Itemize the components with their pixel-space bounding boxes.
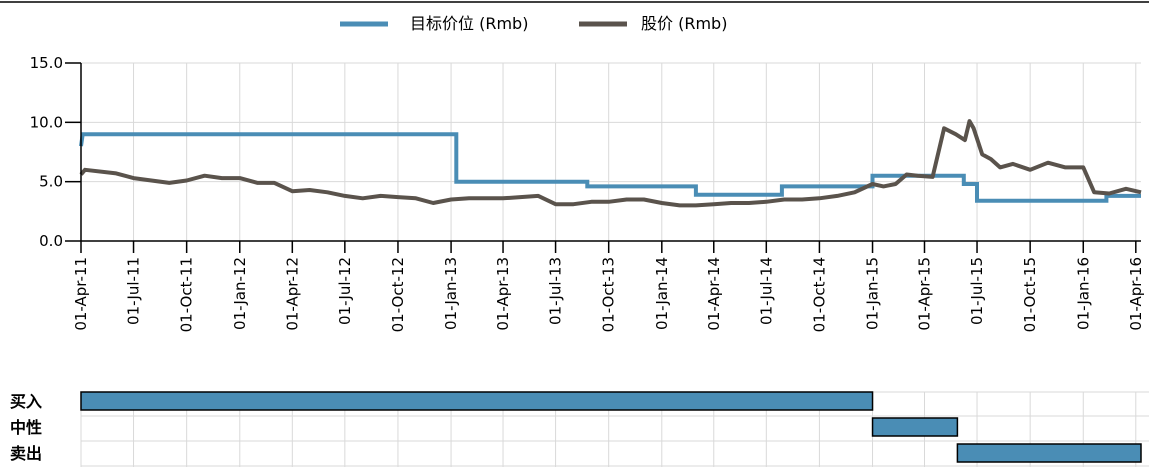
legend: 目标价位 (Rmb) 股价 (Rmb) [340, 14, 727, 33]
x-tick-label: 01-Apr-15 [916, 257, 934, 331]
legend-label-price: 股价 (Rmb) [641, 14, 727, 33]
y-tick-label: 10.0 [30, 113, 63, 131]
y-tick-label: 5.0 [39, 173, 63, 191]
x-tick-label: 01-Apr-14 [705, 257, 723, 331]
x-tick-label: 01-Oct-12 [389, 257, 407, 332]
rating-bar [956, 443, 1142, 463]
rating-label: 中性 [10, 418, 42, 437]
series-line-target [79, 132, 1141, 203]
x-tick-label: 01-Oct-15 [1021, 257, 1039, 332]
x-tick-label: 01-Jan-14 [653, 257, 671, 330]
plot-area [79, 119, 1142, 208]
axes: 0.0 5.0 10.0 15.0 01-Apr-11 01-Jul-11 01-Oct-1… [30, 54, 1145, 332]
x-tick-label: 01-Apr-13 [494, 257, 512, 331]
y-tick-label: 15.0 [30, 54, 63, 72]
x-tick-label: 01-Jul-12 [336, 257, 354, 325]
x-tick-label: 01-Jul-13 [547, 257, 565, 325]
rating-bar [871, 417, 959, 437]
x-tick-label: 01-Jan-16 [1074, 257, 1092, 330]
x-tick-label: 01-Oct-13 [600, 257, 618, 332]
series-line-price [79, 119, 1142, 208]
x-tick-label: 01-Jan-15 [864, 257, 882, 330]
rating-label: 卖出 [10, 444, 42, 463]
x-tick-label: 01-Oct-14 [810, 257, 828, 332]
rating-bar [80, 391, 874, 411]
x-tick-label: 01-Apr-16 [1127, 257, 1145, 331]
x-tick-label: 01-Oct-11 [178, 257, 196, 332]
x-tick-label: 01-Apr-11 [72, 257, 90, 331]
y-tick-label: 0.0 [39, 232, 63, 250]
x-tick-label: 01-Jan-12 [231, 257, 249, 330]
x-tick-label: 01-Jan-13 [442, 257, 460, 330]
x-tick-label: 01-Apr-12 [283, 257, 301, 331]
rating-label: 买入 [10, 392, 42, 411]
x-tick-label: 01-Jul-11 [125, 257, 143, 325]
legend-label-target: 目标价位 (Rmb) [410, 14, 528, 33]
x-tick-label: 01-Jul-14 [757, 257, 775, 325]
x-tick-label: 01-Jul-15 [968, 257, 986, 325]
